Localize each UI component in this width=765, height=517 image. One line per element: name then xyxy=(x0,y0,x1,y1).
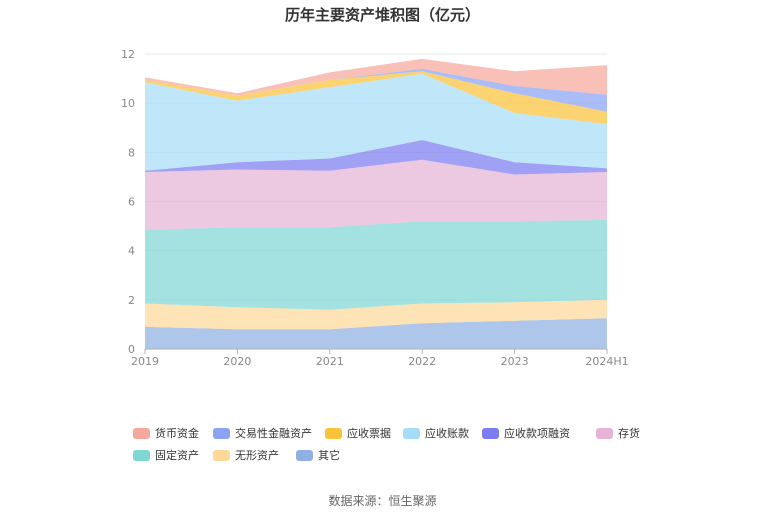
legend-label: 货币资金 xyxy=(155,427,199,440)
area-应收款项融资 xyxy=(145,140,607,175)
legend-label: 应收款项融资 xyxy=(504,427,570,440)
legend-label: 无形资产 xyxy=(235,449,279,462)
y-tick-label: 12 xyxy=(121,48,135,61)
stacked-area-chart: 0 2 4 6 8 10 12 2019 2020 2021 2022 2023 2024H1 xyxy=(121,48,629,368)
x-tick-label: 2022 xyxy=(408,355,436,368)
legend-label: 交易性金融资产 xyxy=(235,427,312,440)
y-tick-label: 0 xyxy=(128,343,135,356)
x-tick-label: 2019 xyxy=(131,355,159,368)
legend-item[interactable]: 固定资产 xyxy=(133,447,199,463)
legend-swatch xyxy=(296,449,313,461)
area-存货 xyxy=(145,159,607,230)
area-交易性金融资产 xyxy=(145,68,607,112)
area-固定资产 xyxy=(145,219,607,310)
chart-title: 历年主要资产堆积图（亿元） xyxy=(284,6,480,24)
legend-item[interactable]: 应收票据 xyxy=(325,425,391,441)
y-tick-label: 8 xyxy=(128,146,135,159)
legend-item[interactable]: 无形资产 xyxy=(213,447,279,463)
legend-swatch xyxy=(482,427,499,439)
data-source-note: 数据来源：恒生聚源 xyxy=(328,494,437,508)
x-tick-label: 2023 xyxy=(501,355,529,368)
legend-item[interactable]: 应收款项融资 xyxy=(482,425,570,441)
y-tick-label: 6 xyxy=(128,196,135,209)
x-tick-label: 2021 xyxy=(316,355,344,368)
legend-label: 应收票据 xyxy=(347,427,391,440)
x-tick-label: 2020 xyxy=(223,355,251,368)
legend-item[interactable]: 货币资金 xyxy=(133,425,199,441)
area-其它 xyxy=(145,318,607,349)
legend-label: 存货 xyxy=(618,427,640,440)
area-货币资金 xyxy=(145,58,607,96)
legend-swatch xyxy=(325,427,342,439)
x-tick-label: 2024H1 xyxy=(585,355,628,368)
legend-item[interactable]: 交易性金融资产 xyxy=(213,425,312,441)
legend-swatch xyxy=(133,427,150,439)
legend-label: 应收账款 xyxy=(425,427,469,440)
y-tick-label: 2 xyxy=(128,294,135,307)
legend-item[interactable]: 其它 xyxy=(296,447,340,463)
legend-swatch xyxy=(403,427,420,439)
y-tick-label: 10 xyxy=(121,97,135,110)
legend-item[interactable]: 应收账款 xyxy=(403,425,469,441)
legend-item[interactable]: 存货 xyxy=(596,425,640,441)
legend-label: 其它 xyxy=(318,449,340,462)
area-应收票据 xyxy=(145,71,607,125)
legend-swatch xyxy=(213,449,230,461)
legend-label: 固定资产 xyxy=(155,449,199,462)
legend-swatch xyxy=(213,427,230,439)
y-tick-label: 4 xyxy=(128,245,135,258)
legend-swatch xyxy=(596,427,613,439)
area-无形资产 xyxy=(145,299,607,330)
legend-swatch xyxy=(133,449,150,461)
area-应收账款 xyxy=(145,73,607,171)
